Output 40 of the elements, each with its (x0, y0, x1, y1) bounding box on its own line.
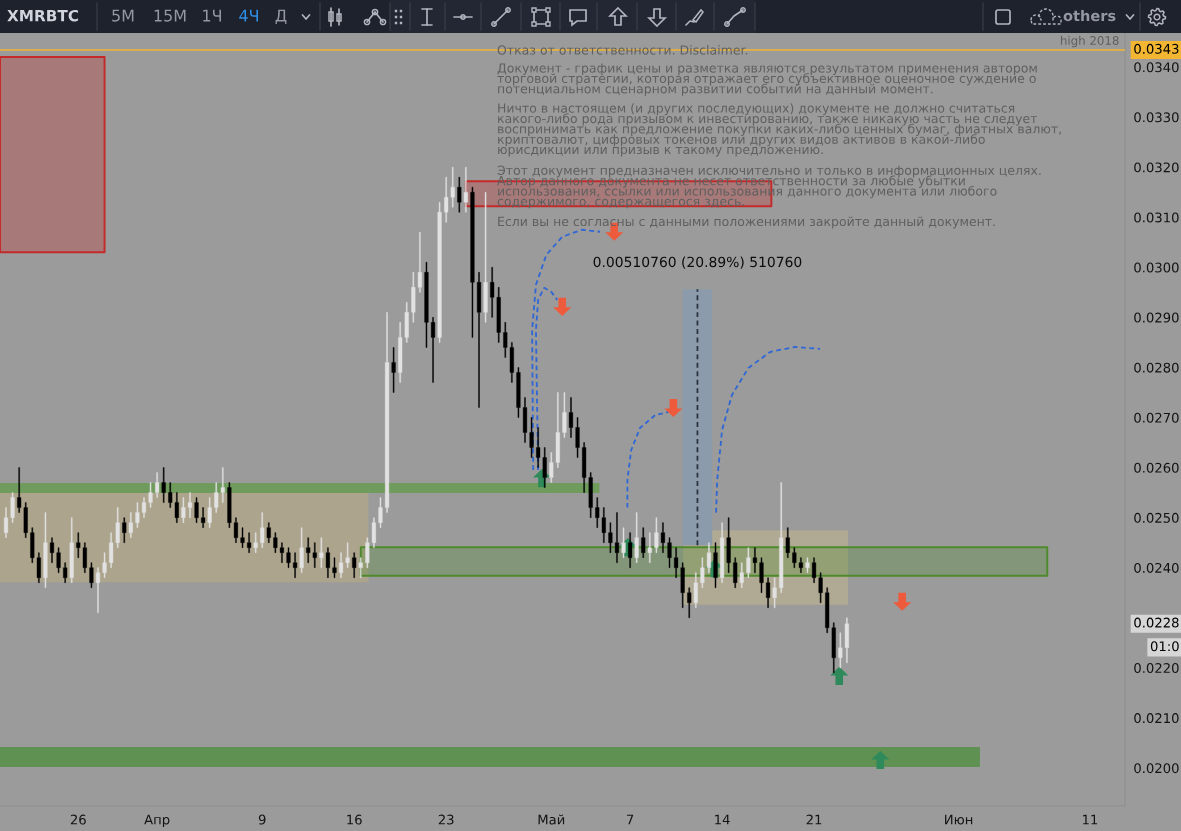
x-tick-label: 16 (347, 814, 362, 825)
text: 0.0228 (1134, 617, 1179, 628)
x-tick-label: 21 (806, 814, 822, 825)
y-tick-label: 0.0320 (1134, 162, 1179, 173)
chart-title: XMRBTC (7, 9, 79, 22)
y-tick-label: 0.0280 (1134, 362, 1179, 373)
text: 4Ч (239, 9, 258, 22)
x-tick-label: 7 (626, 814, 634, 825)
x-tick-label: 26 (70, 814, 86, 825)
y-tick-label: 0.0270 (1134, 412, 1179, 423)
x-tick-label: 14 (715, 814, 730, 825)
x-tick-label: Апр (144, 814, 170, 828)
y-tick-label: 0.0340 (1134, 62, 1179, 73)
text: 01:0 (1150, 641, 1179, 652)
ref-line-label: high 2018 (1060, 35, 1119, 48)
y-tick-label: 0.0330 (1134, 112, 1179, 123)
y-tick-label: 0.0290 (1134, 312, 1179, 323)
annotation: Ничто в настоящем (и других последующих) документе не должно считаться какого-либо рода призывом к инвестированию, также никакую часть не следует воспринимать как предложение покупки каких-либо ценных бумаг, фиатных валют, криптовалют, цифровых токенов или других видов активов в какой-либо юрисдикции или призыв к такому предложению. (498, 103, 1061, 157)
text: 0.0343 (1134, 43, 1179, 54)
y-tick-label: 0.0250 (1134, 512, 1179, 523)
text: Д (275, 9, 287, 24)
x-tick-label: Май (538, 814, 565, 825)
y-tick-label: 0.0210 (1134, 713, 1179, 724)
y-tick-label: 0.0300 (1134, 262, 1179, 273)
annotation: 0.00510760 (20.89%) 510760 (593, 256, 802, 269)
annotation: Документ - график цены и разметка являются результатом применения автором торговой стратегии, которая отражает его субъективное оценочное суждение о потенциальном сценарном развитии событий на данный момент. (497, 63, 1037, 96)
y-tick-label: 0.0260 (1134, 462, 1179, 473)
x-tick-label: 11 (1083, 814, 1098, 825)
x-tick-label: 23 (438, 814, 454, 825)
text: others (1063, 9, 1116, 22)
y-tick-label: 0.0240 (1134, 562, 1179, 573)
text: 1Ч (203, 9, 221, 22)
x-tick-label: 9 (258, 814, 266, 825)
y-tick-label: 0.0310 (1134, 212, 1179, 223)
text: 15M (154, 9, 186, 22)
x-tick-label: Июн (945, 814, 973, 825)
annotation: Если вы не согласны с данными положениями закройте данный документ. (498, 216, 995, 229)
text: 5M (112, 9, 134, 22)
y-tick-label: 0.0220 (1134, 663, 1179, 674)
y-tick-label: 0.0200 (1134, 763, 1179, 774)
